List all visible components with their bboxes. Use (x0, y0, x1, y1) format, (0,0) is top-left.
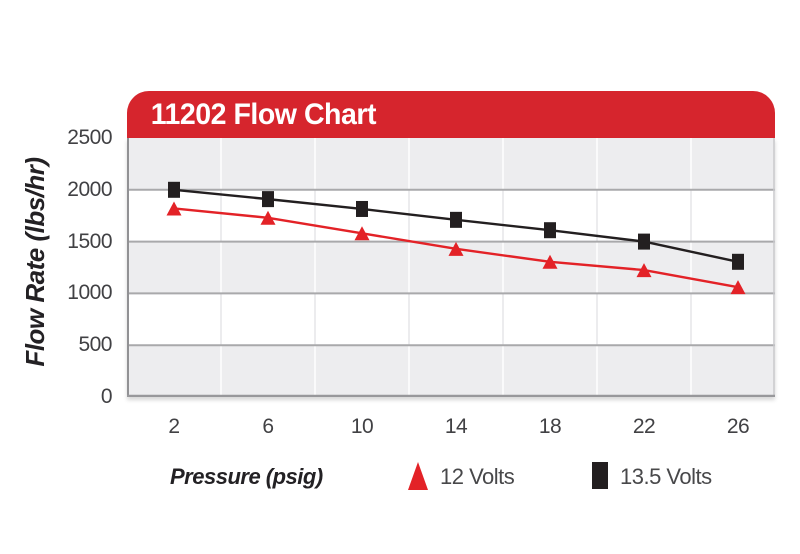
triangle-marker-icon (408, 462, 428, 490)
x-axis-title: Pressure (psig) (170, 464, 323, 489)
y-tick-label: 2000 (67, 177, 112, 201)
y-tick-label: 1000 (67, 281, 112, 305)
data-point-marker-square (168, 181, 180, 198)
data-point-marker-square (638, 233, 650, 250)
x-tick-label: 14 (444, 415, 468, 438)
shaded-band (127, 138, 775, 190)
data-point-marker-triangle (730, 280, 746, 295)
x-tick-label: 10 (350, 415, 374, 438)
flow-chart-plot (127, 138, 775, 398)
data-point-marker-triangle (448, 241, 464, 256)
x-tick-label: 2 (168, 415, 180, 438)
legend-label-12-volts: 12 Volts (440, 464, 515, 489)
y-tick-label: 1500 (67, 229, 112, 253)
y-tick-label: 2500 (67, 126, 112, 149)
page-title: 11202 Flow Chart (150, 98, 377, 131)
square-marker-icon (592, 462, 608, 489)
data-point-marker-square (732, 253, 744, 270)
legend-label-13-5-volts: 13.5 Volts (620, 464, 712, 489)
x-tick-label: 26 (726, 415, 750, 438)
x-tick-label: 22 (632, 415, 656, 438)
x-tick-label: 6 (262, 415, 274, 438)
shaded-band (127, 345, 775, 397)
data-point-marker-square (262, 191, 274, 208)
shaded-band (127, 241, 775, 294)
data-point-marker-triangle (260, 210, 276, 225)
plot-area (127, 138, 775, 398)
data-point-marker-square (450, 211, 462, 228)
data-point-marker-square (356, 200, 368, 217)
chart-title-bar: 11202 Flow Chart (127, 91, 775, 138)
y-tick-label: 0 (100, 385, 113, 408)
data-point-marker-triangle (354, 226, 370, 241)
x-tick-label: 18 (538, 415, 562, 438)
data-point-marker-triangle (636, 263, 652, 278)
data-point-marker-square (544, 222, 556, 239)
data-point-marker-triangle (542, 254, 558, 269)
y-tick-label: 500 (78, 333, 112, 357)
data-point-marker-triangle (166, 201, 182, 216)
